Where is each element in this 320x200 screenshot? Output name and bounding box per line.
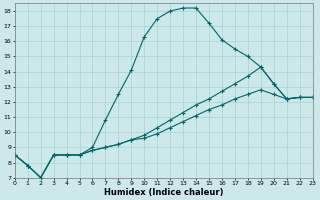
X-axis label: Humidex (Indice chaleur): Humidex (Indice chaleur) [104, 188, 223, 197]
